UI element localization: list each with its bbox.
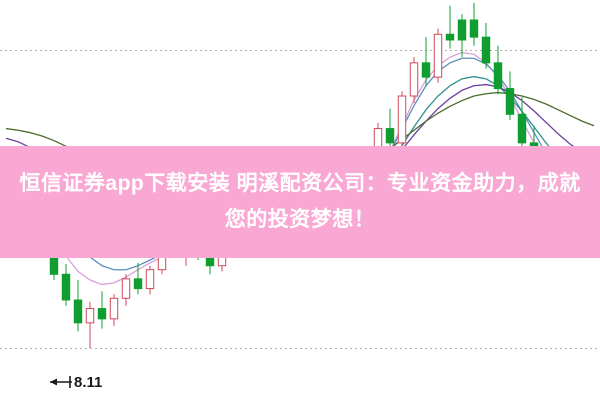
candle-body <box>505 88 515 115</box>
candle-body <box>373 128 383 168</box>
candle-body <box>205 255 215 267</box>
candle-body <box>169 239 179 251</box>
candle-body <box>229 226 239 254</box>
candle-body <box>409 62 419 97</box>
candle-body <box>133 278 143 290</box>
candle-body <box>337 186 347 214</box>
candle-body <box>157 239 167 271</box>
candle-body <box>325 212 335 238</box>
candle-body <box>421 62 431 78</box>
candle-body <box>217 252 227 267</box>
candle-body <box>145 269 155 290</box>
candle-body <box>97 308 107 320</box>
candle-body <box>313 225 323 238</box>
candle-body <box>565 198 575 221</box>
candle-body <box>517 113 527 144</box>
candle-body <box>25 204 35 225</box>
candle-body <box>457 19 467 41</box>
candle-body <box>253 206 263 232</box>
candle-body <box>577 199 587 221</box>
candle-body <box>349 186 359 202</box>
candle-body <box>193 242 203 257</box>
candle-body <box>289 236 299 248</box>
candle-body <box>445 33 455 41</box>
candle-body <box>121 278 131 299</box>
candle-body <box>493 62 503 90</box>
candle-body <box>241 206 251 228</box>
candle-body <box>73 299 83 324</box>
candle-body <box>49 246 59 275</box>
candle-body <box>589 199 599 215</box>
candle-body <box>469 19 479 38</box>
candle-body <box>397 95 407 144</box>
candle-body <box>433 33 443 78</box>
candle-body <box>109 297 119 320</box>
candle-body <box>301 225 311 248</box>
candle-body <box>61 273 71 301</box>
candle-body <box>37 222 47 248</box>
candle-body <box>1 176 11 184</box>
candle-body <box>529 142 539 170</box>
candle-body <box>385 128 395 144</box>
candle-body <box>13 182 23 206</box>
candle-body <box>361 166 371 202</box>
candle-body <box>85 308 95 324</box>
price-annotation-label: 8.11 <box>48 374 102 391</box>
candle-body <box>481 36 491 64</box>
price-annotation-value: 8.11 <box>74 374 103 391</box>
candle-body <box>541 168 551 183</box>
candle-body <box>265 230 275 244</box>
left-arrow-icon <box>50 376 72 388</box>
candle-body <box>181 242 191 251</box>
candle-body <box>553 181 563 200</box>
candle-body <box>277 236 287 244</box>
